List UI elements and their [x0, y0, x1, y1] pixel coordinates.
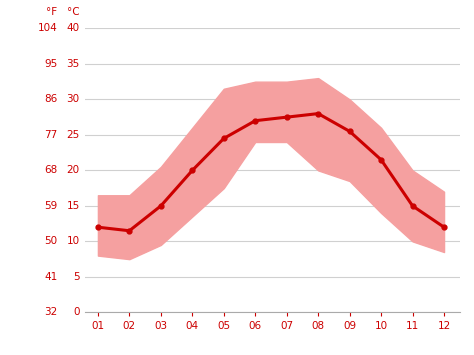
- Text: 0: 0: [73, 307, 80, 317]
- Text: 104: 104: [37, 23, 57, 33]
- Text: 30: 30: [66, 94, 80, 104]
- Text: 15: 15: [66, 201, 80, 211]
- Text: 41: 41: [44, 272, 57, 282]
- Text: 20: 20: [66, 165, 80, 175]
- Text: 59: 59: [44, 201, 57, 211]
- Text: 25: 25: [66, 130, 80, 140]
- Text: 95: 95: [44, 59, 57, 69]
- Text: 68: 68: [44, 165, 57, 175]
- Text: 50: 50: [44, 236, 57, 246]
- Text: 35: 35: [66, 59, 80, 69]
- Text: 77: 77: [44, 130, 57, 140]
- Text: 40: 40: [66, 23, 80, 33]
- Text: 32: 32: [44, 307, 57, 317]
- Text: °C: °C: [67, 7, 80, 17]
- Text: 5: 5: [73, 272, 80, 282]
- Text: 86: 86: [44, 94, 57, 104]
- Text: 10: 10: [66, 236, 80, 246]
- Text: °F: °F: [46, 7, 57, 17]
